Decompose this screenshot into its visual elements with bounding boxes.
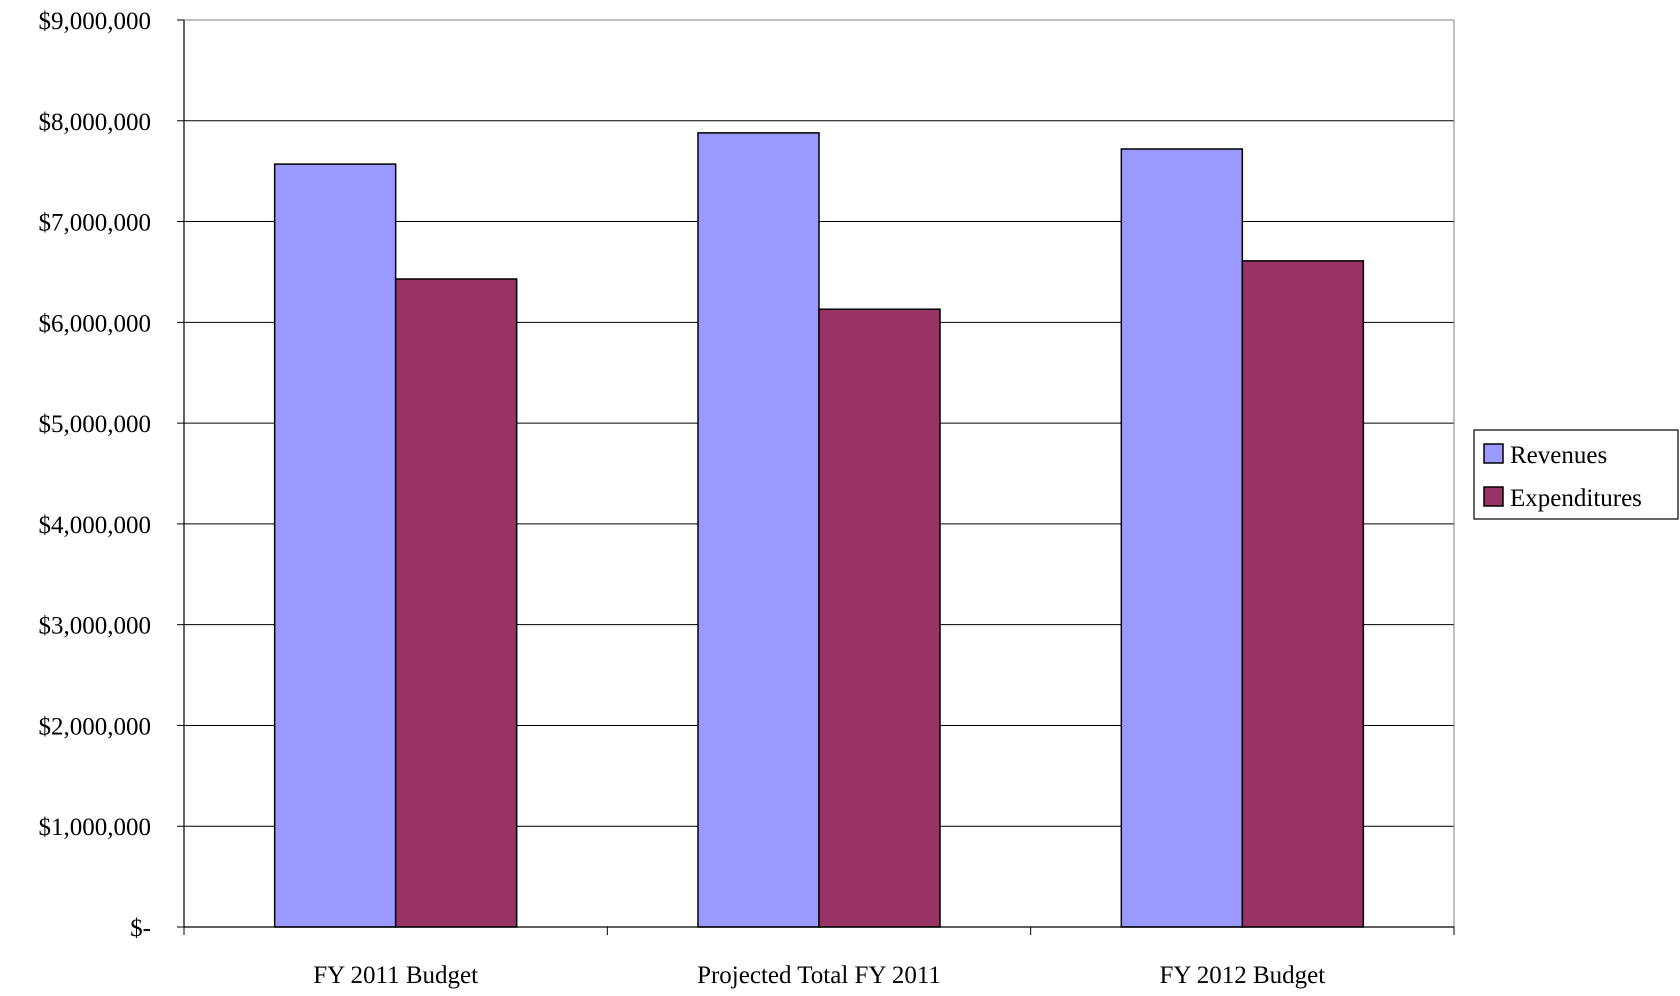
y-tick-label: $8,000,000	[39, 109, 152, 136]
y-tick-label: $6,000,000	[39, 310, 152, 337]
axes	[177, 19, 1455, 935]
x-tick-label: FY 2012 Budget	[1159, 962, 1325, 989]
x-tick-label: FY 2011 Budget	[313, 962, 478, 989]
y-tick-label: $-	[130, 915, 151, 942]
bar-revenues-3	[1120, 148, 1244, 928]
bar-expenditures-1	[394, 278, 518, 928]
y-tick-label: $1,000,000	[39, 814, 152, 841]
legend-label-revenues: Revenues	[1510, 442, 1607, 469]
y-tick-label: $2,000,000	[39, 713, 152, 740]
legend-swatch-revenues	[1483, 443, 1504, 464]
legend: Revenues Expenditures	[1473, 429, 1679, 520]
x-tick-labels: FY 2011 Budget Projected Total FY 2011 FY …	[313, 962, 1325, 989]
y-tick-label: $5,000,000	[39, 411, 152, 438]
bar-expenditures-2	[818, 308, 941, 928]
legend-label-expenditures: Expenditures	[1510, 485, 1642, 512]
y-tick-label: $9,000,000	[39, 8, 152, 35]
legend-box	[1473, 429, 1679, 520]
x-tick-label: Projected Total FY 2011	[697, 962, 941, 989]
y-tick-labels: $- $1,000,000 $2,000,000 $3,000,000 $4,000,0…	[39, 8, 152, 942]
y-tick-label: $7,000,000	[39, 210, 152, 237]
bar-expenditures-3	[1241, 260, 1365, 928]
bars	[273, 132, 1365, 928]
bar-revenues-1	[273, 163, 397, 928]
legend-swatch-expenditures	[1483, 486, 1504, 507]
bar-revenues-2	[697, 132, 820, 928]
y-tick-label: $4,000,000	[39, 512, 152, 539]
y-tick-label: $3,000,000	[39, 613, 152, 640]
